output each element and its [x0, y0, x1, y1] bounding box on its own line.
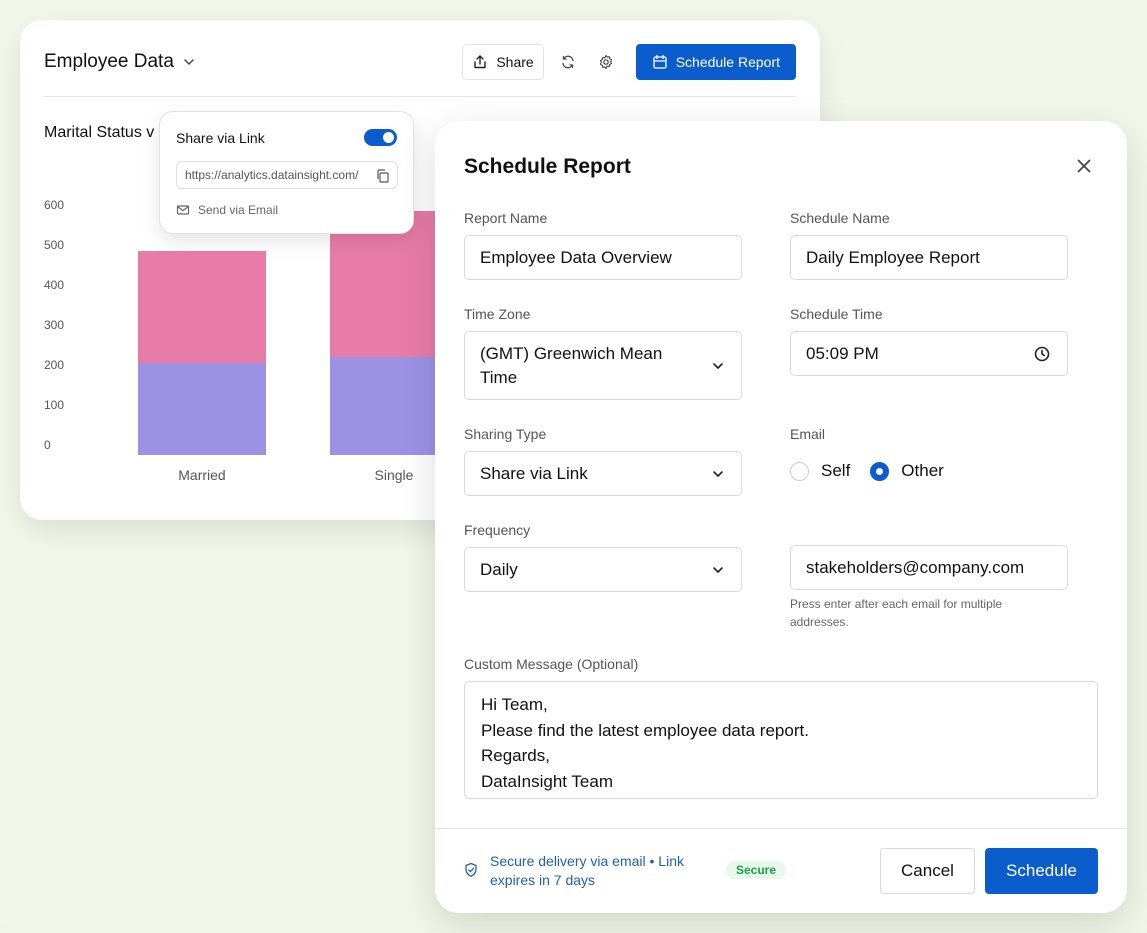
custom-message-label: Custom Message (Optional) [464, 656, 639, 672]
report-name-label: Report Name [464, 210, 548, 226]
report-name-input[interactable]: Employee Data Overview [464, 235, 742, 280]
share-link-field[interactable]: https://analytics.datainsight.com/ [176, 161, 398, 189]
send-via-email-link[interactable]: Send via Email [176, 203, 278, 217]
sharing-type-select[interactable]: Share via Link [464, 451, 742, 496]
message-line: DataInsight Team [481, 771, 613, 791]
x-tick-label: Single [375, 467, 414, 483]
shield-check-icon [465, 862, 477, 877]
y-tick-label: 400 [44, 278, 64, 292]
email-radio-group: Self Other [790, 461, 964, 481]
dashboard-actions: Share Schedule Report [462, 44, 796, 80]
share-popover: Share via Link https://analytics.datains… [159, 111, 414, 234]
secure-delivery-note: Secure delivery via email • Link expires… [464, 852, 714, 890]
frequency-select[interactable]: Daily [464, 547, 742, 592]
message-line: Please find the latest employee data rep… [481, 720, 809, 740]
y-tick-label: 600 [44, 198, 64, 212]
email-label: Email [790, 426, 826, 442]
email-hint: Press enter after each email for multipl… [790, 597, 1003, 629]
sharing-type-label: Sharing Type [464, 426, 547, 442]
sharing-type-value: Share via Link [480, 463, 588, 483]
message-line: Hi Team, [481, 695, 548, 714]
schedule-report-button[interactable]: Schedule Report [635, 44, 796, 80]
radio-self[interactable] [790, 461, 809, 481]
y-tick-label: 300 [44, 318, 64, 332]
schedule-name-input[interactable]: Daily Employee Report [790, 235, 1068, 280]
mail-icon [176, 205, 190, 215]
chevron-down-icon [713, 362, 723, 369]
time-zone-select[interactable]: (GMT) Greenwich Mean Time [464, 331, 742, 400]
report-name-value: Employee Data Overview [480, 247, 672, 267]
schedule-name-label: Schedule Name [790, 210, 890, 226]
custom-message-textarea[interactable]: Hi Team, Please find the latest employee… [464, 681, 1098, 799]
share-link-toggle[interactable] [364, 129, 397, 146]
schedule-name-value: Daily Employee Report [806, 247, 980, 267]
footer-divider [435, 828, 1127, 829]
schedule-report-label: Schedule Report [675, 54, 780, 70]
frequency-value: Daily [480, 559, 518, 579]
chevron-down-icon [184, 59, 194, 65]
dashboard-title-dropdown[interactable]: Employee Data [44, 51, 196, 73]
close-icon[interactable] [1075, 157, 1093, 175]
radio-other-label[interactable]: Other [901, 461, 944, 480]
y-tick-label: 100 [44, 398, 64, 412]
calendar-icon [653, 54, 667, 69]
time-zone-value: (GMT) Greenwich Mean Time [480, 343, 663, 387]
x-tick-label: Married [178, 467, 225, 483]
share-button[interactable]: Share [462, 44, 544, 80]
refresh-icon[interactable] [556, 50, 580, 74]
secure-badge: Secure [726, 861, 787, 879]
chevron-down-icon [713, 566, 723, 573]
header-divider [44, 96, 796, 97]
schedule-time-input[interactable]: 05:09 PM [790, 331, 1068, 376]
schedule-time-label: Schedule Time [790, 306, 883, 322]
frequency-label: Frequency [464, 522, 531, 538]
schedule-time-value: 05:09 PM [806, 343, 879, 363]
share-button-label: Share [496, 54, 534, 70]
email-address-value: stakeholders@company.com [806, 557, 1025, 577]
modal-title: Schedule Report [464, 155, 631, 178]
email-address-input[interactable]: stakeholders@company.com [790, 545, 1068, 590]
message-line: Regards, [481, 746, 550, 765]
share-icon [474, 55, 487, 69]
share-link-text: https://analytics.datainsight.com/ [185, 168, 359, 182]
y-tick-label: 500 [44, 238, 64, 252]
copy-icon[interactable] [375, 168, 391, 184]
schedule-report-modal: Schedule Report Report Name Employee Dat… [435, 121, 1127, 913]
send-via-email-label: Send via Email [198, 203, 279, 217]
gear-icon[interactable] [594, 50, 618, 74]
dashboard-header: Employee Data Share Schedule Report [44, 44, 796, 80]
share-via-link-label: Share via Link [176, 130, 265, 146]
bar-segment[interactable] [138, 251, 266, 363]
dashboard-title: Employee Data [44, 51, 174, 72]
clock-icon[interactable] [1033, 345, 1051, 363]
time-zone-label: Time Zone [464, 306, 531, 322]
schedule-button[interactable]: Schedule [985, 848, 1098, 894]
chevron-down-icon [713, 470, 723, 477]
radio-self-label[interactable]: Self [821, 461, 851, 480]
bar-segment[interactable] [138, 363, 266, 455]
y-tick-label: 0 [44, 438, 51, 452]
cancel-button[interactable]: Cancel [880, 848, 975, 894]
y-tick-label: 200 [44, 358, 64, 372]
chart-title: Marital Status v [44, 124, 155, 141]
radio-other[interactable] [870, 461, 890, 481]
secure-delivery-text: Secure delivery via email • Link expires… [490, 853, 684, 888]
